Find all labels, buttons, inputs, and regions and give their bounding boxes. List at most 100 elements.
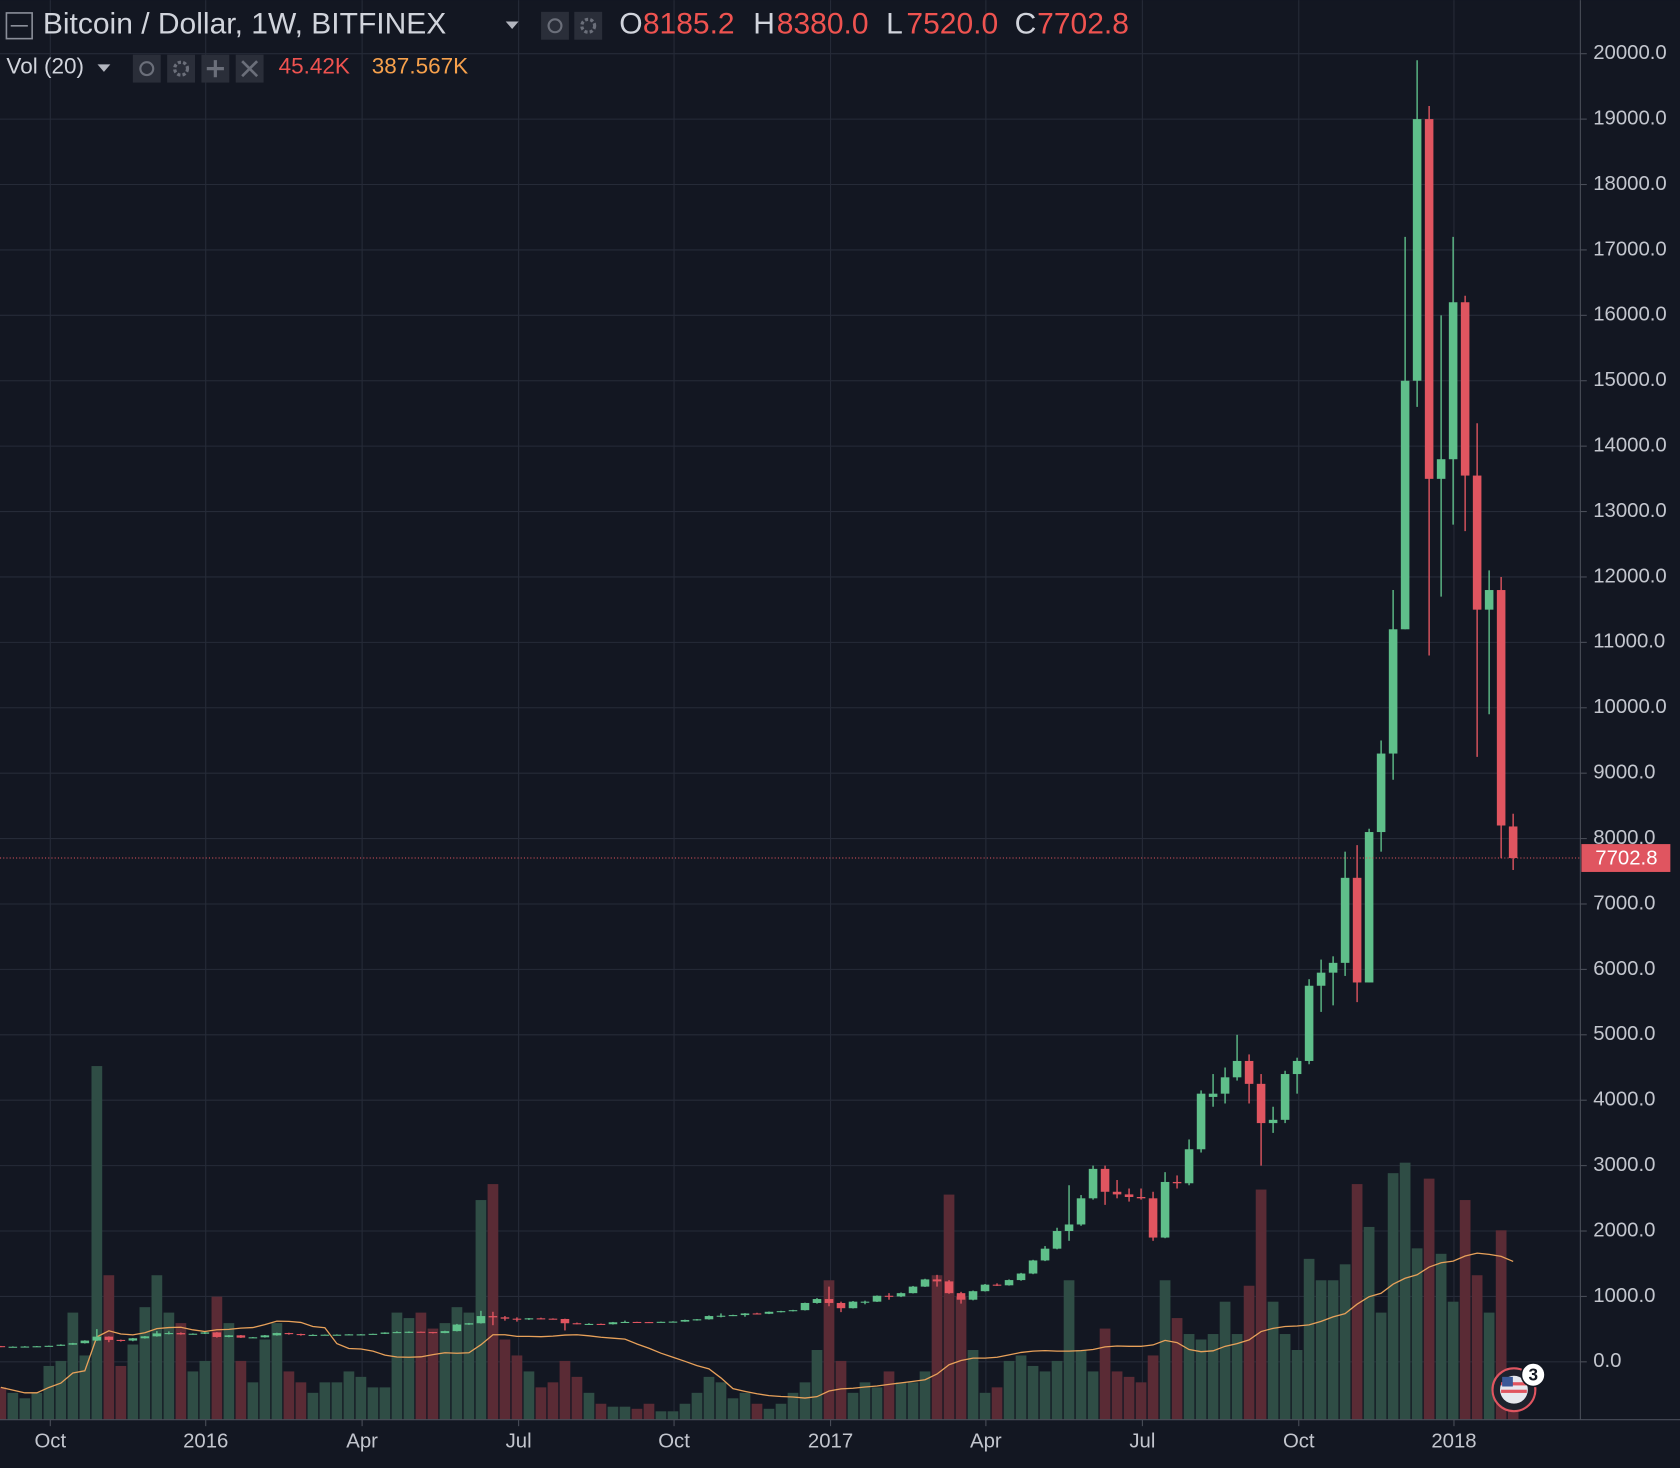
candle-body	[404, 1331, 414, 1333]
y-tick-label: 14000.0	[1593, 435, 1667, 457]
candle-body	[1148, 1198, 1158, 1238]
volume-bar	[1459, 1200, 1471, 1420]
candle-body	[1184, 1149, 1194, 1184]
candle-body	[0, 1346, 6, 1348]
candle-body	[644, 1322, 654, 1324]
candle-body	[1232, 1060, 1242, 1078]
volume-bar	[1195, 1339, 1207, 1420]
x-tick-label: Oct	[658, 1431, 690, 1453]
volume-bar	[163, 1312, 175, 1420]
candle-body	[1364, 832, 1374, 983]
candle-body	[1376, 753, 1386, 833]
candle-body	[656, 1321, 666, 1323]
ohlc-value: 7702.8	[1037, 8, 1129, 41]
volume-bar	[295, 1382, 307, 1420]
volume-bar	[1435, 1253, 1447, 1420]
volume-bar	[1255, 1189, 1267, 1420]
volume-bar	[403, 1318, 415, 1420]
y-tick-label: 10000.0	[1593, 696, 1667, 718]
symbol-dropdown[interactable]	[505, 21, 519, 30]
candle-body	[1508, 826, 1518, 859]
volume-bar	[1039, 1371, 1051, 1420]
candle-body	[284, 1333, 294, 1335]
candle-body	[548, 1318, 558, 1320]
volume-bar	[655, 1411, 667, 1420]
candle-body	[620, 1321, 630, 1324]
ohlc-key: C	[1015, 8, 1037, 41]
y-tick-label: 3000.0	[1593, 1154, 1655, 1176]
eye-button[interactable]	[541, 11, 569, 40]
volume-bar	[1087, 1371, 1099, 1420]
volume-bar	[1147, 1355, 1159, 1420]
candle-body	[1268, 1119, 1278, 1124]
volume-bar	[283, 1371, 295, 1420]
volume-title[interactable]: Vol (20)	[6, 54, 84, 79]
settings-button[interactable]	[574, 11, 603, 40]
volume-bar	[727, 1398, 739, 1420]
candle-body	[800, 1302, 810, 1311]
candle-body	[1448, 302, 1458, 460]
volume-bar	[847, 1392, 859, 1420]
candle-body	[992, 1284, 1002, 1286]
candle-body	[632, 1321, 642, 1324]
volume-bar	[319, 1382, 331, 1420]
candle-body	[188, 1333, 198, 1335]
volume-settings-button[interactable]	[167, 54, 195, 83]
volume-eye-button[interactable]	[132, 54, 161, 83]
volume-bar	[859, 1382, 871, 1420]
volume-bar	[115, 1365, 127, 1420]
volume-bar	[1495, 1230, 1507, 1420]
volume-bar	[67, 1312, 79, 1420]
candle-body	[1112, 1191, 1122, 1195]
volume-bar	[1135, 1382, 1147, 1420]
flag-stripe	[1501, 1382, 1527, 1386]
volume-bar	[1063, 1280, 1075, 1420]
candle-body	[128, 1338, 138, 1341]
volume-bar	[511, 1355, 523, 1420]
candle-body	[740, 1313, 750, 1316]
volume-bar	[1003, 1360, 1015, 1420]
candle-body	[8, 1346, 18, 1348]
candle-layer	[0, 60, 1518, 1348]
y-tick-label: 7000.0	[1593, 892, 1655, 914]
x-tick-label: Jul	[1129, 1431, 1155, 1453]
collapse-button[interactable]	[5, 12, 33, 40]
volume-bar	[175, 1323, 187, 1420]
candle-body	[524, 1318, 534, 1320]
volume-bar	[463, 1312, 475, 1420]
candle-body	[452, 1324, 462, 1332]
candle-body	[1316, 972, 1326, 986]
volume-dropdown[interactable]	[97, 64, 111, 72]
candle-body	[140, 1336, 150, 1339]
candle-body	[152, 1333, 162, 1337]
candle-body	[440, 1331, 450, 1334]
candle-body	[1496, 590, 1506, 826]
volume-bar	[643, 1403, 655, 1420]
candle-body	[956, 1293, 966, 1300]
volume-bar	[1339, 1264, 1351, 1420]
candle-body	[1088, 1168, 1098, 1199]
candle-body	[932, 1279, 942, 1282]
close-icon	[241, 60, 259, 78]
volume-bar	[1351, 1184, 1363, 1420]
eye-icon	[547, 18, 563, 34]
volume-bar	[691, 1392, 703, 1420]
volume-bar	[259, 1339, 271, 1420]
volume-bar	[211, 1296, 223, 1420]
volume-bar	[427, 1328, 439, 1420]
volume-bar	[475, 1200, 487, 1420]
candle-body	[1328, 962, 1338, 973]
plus-icon	[206, 60, 224, 78]
volume-bar	[19, 1398, 31, 1420]
symbol-title[interactable]: Bitcoin / Dollar, 1W, BITFINEX	[43, 8, 446, 41]
candle-body	[536, 1318, 546, 1320]
volume-bar	[1027, 1365, 1039, 1420]
candle-body	[920, 1279, 930, 1287]
volume-bar	[1231, 1334, 1243, 1420]
volume-bar	[1291, 1349, 1303, 1420]
candle-body	[1436, 459, 1446, 479]
badge-count: 3	[1528, 1364, 1538, 1384]
volume-bar	[871, 1387, 883, 1420]
volume-bar	[331, 1382, 343, 1420]
